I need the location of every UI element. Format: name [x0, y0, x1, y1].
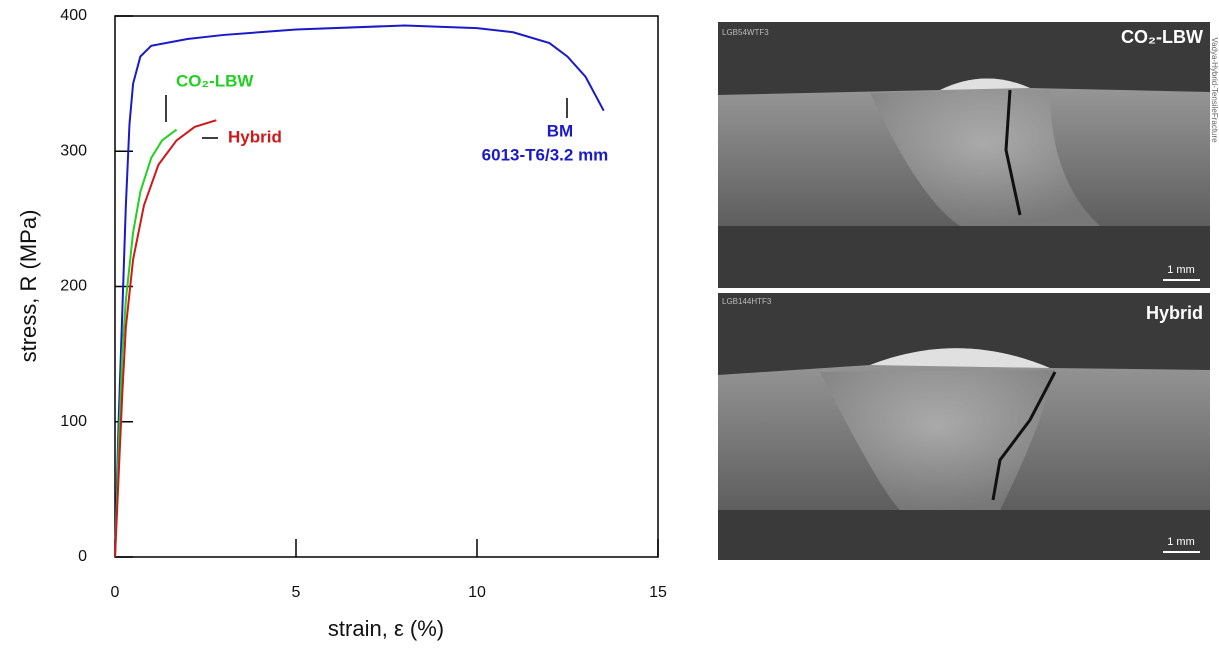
line-series	[114, 119, 217, 558]
x-tick-label: 0	[111, 584, 120, 601]
x-tick-label: 5	[292, 584, 301, 601]
series-label: BM	[547, 121, 573, 140]
panel-id: LGB144HTF3	[722, 297, 772, 306]
y-tick-label: 300	[60, 142, 87, 159]
panel-label: Hybrid	[1146, 303, 1203, 323]
y-tick-label: 400	[60, 7, 87, 24]
plot-frame	[114, 15, 659, 558]
micrograph-bottom	[718, 293, 1210, 560]
series-label: CO₂-LBW	[176, 71, 254, 90]
series-label: Hybrid	[228, 127, 282, 146]
y-tick-label: 0	[78, 548, 87, 565]
micrograph-top	[718, 22, 1210, 288]
x-tick-label: 10	[468, 584, 486, 601]
scale-bar-label: 1 mm	[1167, 536, 1195, 548]
y-tick-label: 200	[60, 278, 87, 295]
y-axis-title: stress, R (MPa)	[16, 210, 41, 363]
panel-id: LGB54WTF3	[722, 28, 769, 37]
x-axis-title: strain, ε (%)	[328, 616, 444, 641]
side-text: Vadya-Hybrid-TensileFracture	[1210, 37, 1219, 143]
line-series	[114, 24, 605, 558]
line-series	[114, 128, 178, 558]
x-tick-label: 15	[649, 584, 667, 601]
scale-bar-label: 1 mm	[1167, 264, 1195, 276]
y-tick-label: 100	[60, 413, 87, 430]
panel-label: CO₂-LBW	[1121, 27, 1203, 47]
annotation: 6013-T6/3.2 mm	[482, 145, 609, 164]
